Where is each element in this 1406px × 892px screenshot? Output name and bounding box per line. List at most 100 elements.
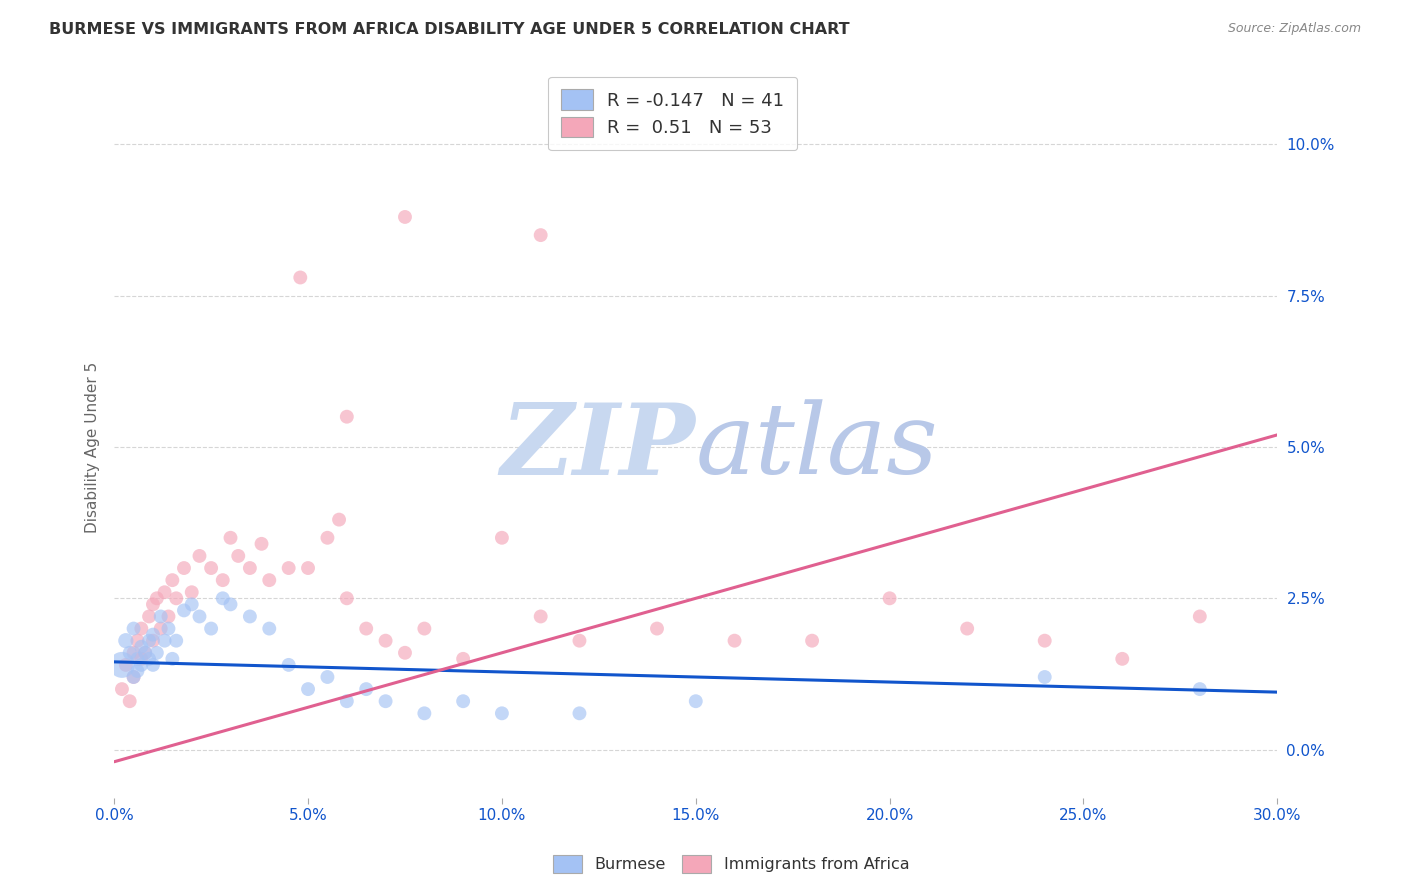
Point: [956, 622, 979, 636]
Point: [131, 657, 153, 672]
Point: [239, 561, 262, 575]
Point: [297, 561, 319, 575]
Point: [354, 622, 377, 636]
Text: BURMESE VS IMMIGRANTS FROM AFRICA DISABILITY AGE UNDER 5 CORRELATION CHART: BURMESE VS IMMIGRANTS FROM AFRICA DISABI…: [49, 22, 849, 37]
Point: [451, 652, 474, 666]
Legend: R = -0.147   N = 41, R =  0.51   N = 53: R = -0.147 N = 41, R = 0.51 N = 53: [548, 77, 797, 150]
Point: [111, 657, 134, 672]
Text: atlas: atlas: [696, 400, 939, 495]
Point: [723, 633, 745, 648]
Point: [354, 682, 377, 697]
Point: [162, 573, 184, 587]
Point: [131, 622, 153, 636]
Point: [451, 694, 474, 708]
Point: [180, 598, 202, 612]
Point: [1111, 652, 1133, 666]
Point: [316, 670, 339, 684]
Point: [250, 537, 273, 551]
Point: [259, 622, 281, 636]
Point: [157, 609, 180, 624]
Y-axis label: Disability Age Under 5: Disability Age Under 5: [86, 361, 100, 533]
Point: [277, 657, 299, 672]
Point: [530, 228, 553, 243]
Point: [173, 603, 195, 617]
Point: [879, 591, 901, 606]
Point: [239, 609, 262, 624]
Point: [153, 585, 176, 599]
Point: [127, 633, 149, 648]
Point: [316, 531, 339, 545]
Point: [290, 270, 312, 285]
Point: [491, 706, 513, 721]
Point: [188, 609, 211, 624]
Point: [219, 598, 242, 612]
Point: [645, 622, 668, 636]
Point: [138, 633, 160, 648]
Point: [157, 622, 180, 636]
Point: [188, 549, 211, 563]
Point: [114, 633, 136, 648]
Point: [336, 409, 359, 424]
Point: [142, 598, 165, 612]
Point: [142, 633, 165, 648]
Point: [111, 682, 134, 697]
Point: [165, 633, 187, 648]
Point: [374, 694, 396, 708]
Point: [142, 657, 165, 672]
Point: [122, 670, 145, 684]
Point: [219, 531, 242, 545]
Point: [685, 694, 707, 708]
Point: [530, 609, 553, 624]
Legend: Burmese, Immigrants from Africa: Burmese, Immigrants from Africa: [547, 848, 915, 880]
Point: [162, 652, 184, 666]
Point: [122, 646, 145, 660]
Point: [142, 627, 165, 641]
Point: [146, 646, 169, 660]
Point: [336, 591, 359, 606]
Point: [568, 706, 591, 721]
Point: [165, 591, 187, 606]
Point: [259, 573, 281, 587]
Point: [394, 646, 416, 660]
Point: [568, 633, 591, 648]
Point: [118, 694, 141, 708]
Point: [138, 652, 160, 666]
Point: [200, 622, 222, 636]
Point: [131, 652, 153, 666]
Point: [200, 561, 222, 575]
Point: [153, 633, 176, 648]
Point: [122, 670, 145, 684]
Point: [226, 549, 249, 563]
Point: [277, 561, 299, 575]
Point: [336, 694, 359, 708]
Point: [122, 622, 145, 636]
Point: [134, 646, 156, 660]
Point: [211, 591, 233, 606]
Point: [328, 513, 350, 527]
Point: [1188, 609, 1211, 624]
Point: [173, 561, 195, 575]
Point: [138, 609, 160, 624]
Point: [127, 664, 149, 678]
Point: [413, 622, 436, 636]
Text: ZIP: ZIP: [501, 399, 696, 495]
Point: [1033, 670, 1056, 684]
Point: [118, 646, 141, 660]
Point: [180, 585, 202, 599]
Point: [149, 622, 172, 636]
Point: [134, 646, 156, 660]
Point: [491, 531, 513, 545]
Point: [394, 210, 416, 224]
Text: Source: ZipAtlas.com: Source: ZipAtlas.com: [1227, 22, 1361, 36]
Point: [211, 573, 233, 587]
Point: [413, 706, 436, 721]
Point: [1188, 682, 1211, 697]
Point: [297, 682, 319, 697]
Point: [374, 633, 396, 648]
Point: [127, 652, 149, 666]
Point: [1033, 633, 1056, 648]
Point: [131, 640, 153, 654]
Point: [146, 591, 169, 606]
Point: [801, 633, 824, 648]
Point: [149, 609, 172, 624]
